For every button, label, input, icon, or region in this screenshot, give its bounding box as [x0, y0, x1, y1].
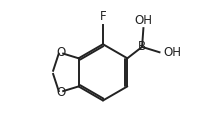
Text: O: O [56, 46, 65, 59]
Text: F: F [100, 10, 106, 23]
Text: OH: OH [135, 14, 153, 27]
Text: O: O [56, 86, 65, 99]
Text: B: B [138, 40, 146, 53]
Text: OH: OH [164, 46, 182, 59]
